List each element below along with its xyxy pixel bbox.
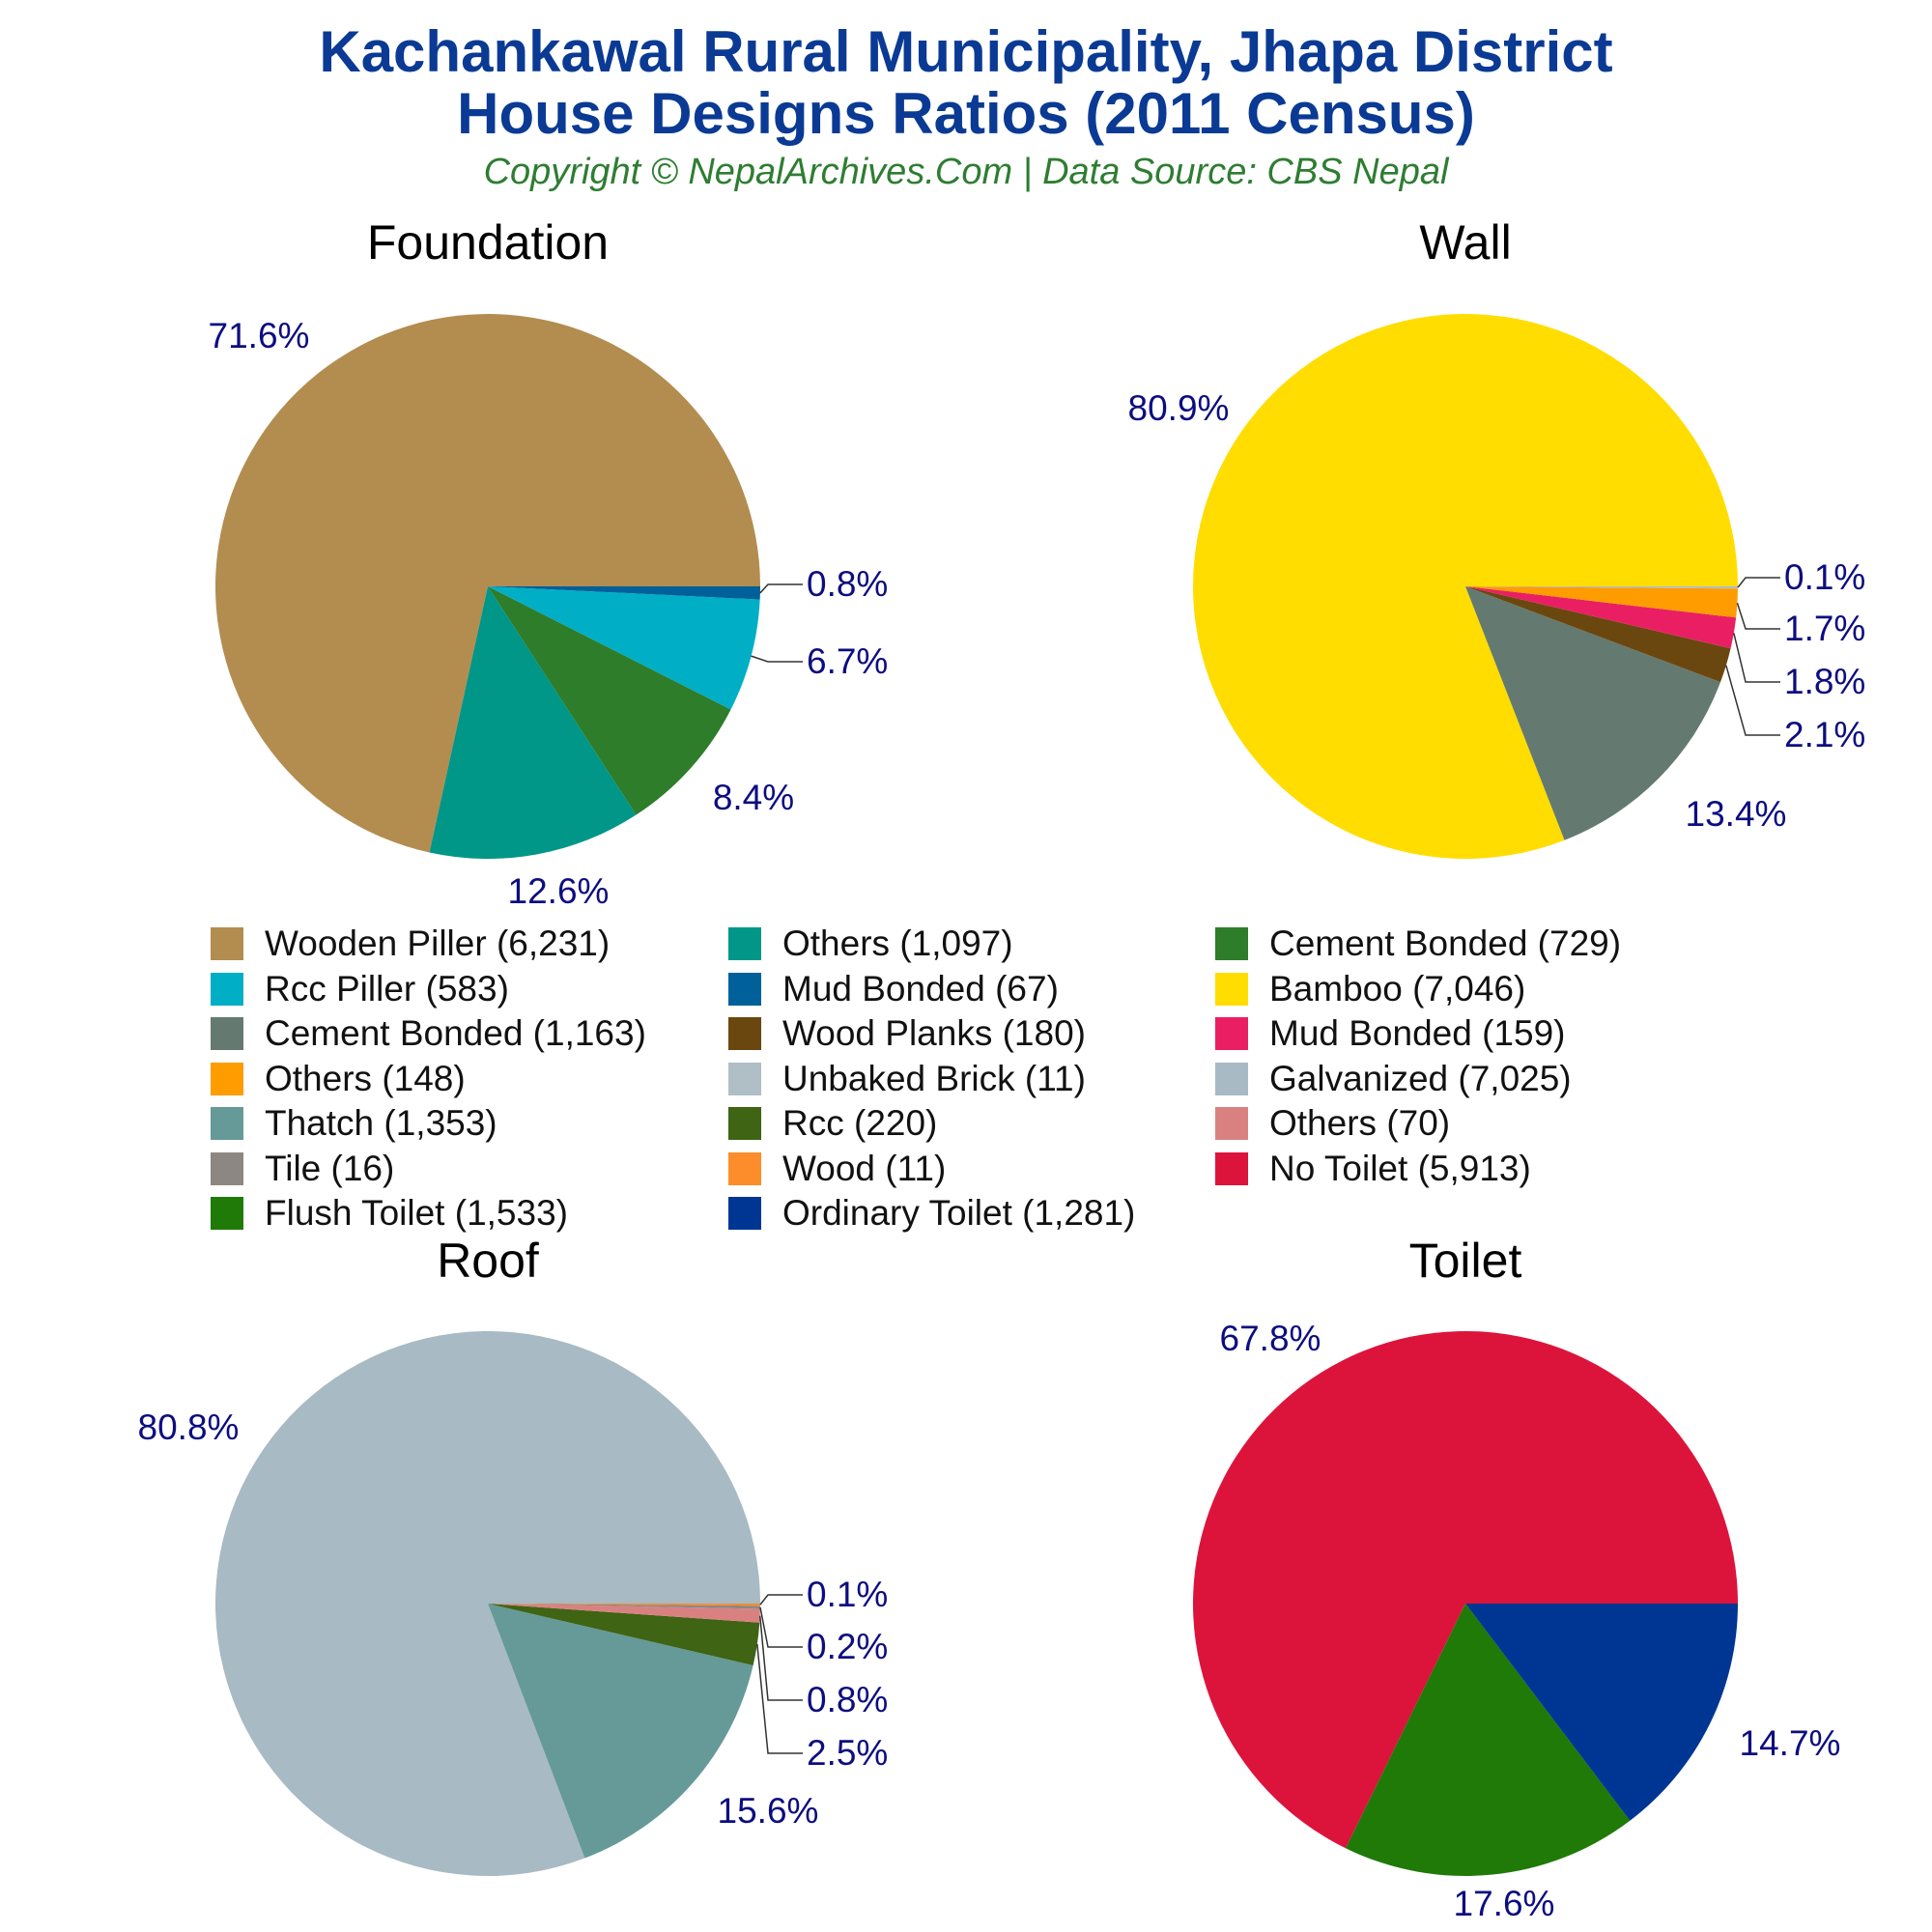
percent-label-wall-unbaked-brick: 0.1% [1784,557,1865,597]
pie-title-foundation: Foundation [367,215,609,270]
percent-label-wall-cement-bonded: 13.4% [1686,794,1787,834]
percent-label-foundation-others: 12.6% [508,871,610,911]
slice-foundation-wooden-piller [214,313,760,853]
slice-foundation-cement-bonded [488,586,731,815]
leader-line-wall-wood-planks [1725,665,1780,736]
slice-roof-tile [488,1604,760,1609]
percent-label-roof-galvanized: 80.8% [138,1407,240,1447]
slice-toilet-no-toilet [1192,1330,1738,1849]
percent-label-foundation-mud-bonded: 0.8% [807,564,888,604]
leader-line-roof-others [758,1615,803,1701]
leader-line-roof-tile [759,1606,803,1648]
slice-foundation-others [429,586,637,859]
percent-label-toilet-no-toilet: 67.8% [1220,1319,1321,1358]
pie-title-toilet: Toilet [1409,1234,1522,1288]
slice-foundation-mud-bonded [488,586,761,600]
percent-label-wall-bamboo: 80.9% [1128,388,1230,428]
slice-roof-rcc [488,1604,760,1666]
percent-label-toilet-ordinary-toilet: 14.7% [1740,1723,1841,1763]
slice-roof-others [488,1604,760,1623]
slice-toilet-flush-toilet [1346,1604,1631,1876]
percent-label-roof-thatch: 15.6% [718,1791,819,1831]
slice-foundation-rcc-piller [488,586,760,710]
percent-label-wall-wood-planks: 2.1% [1784,715,1865,754]
leader-line-roof-wood [759,1594,803,1605]
percent-label-wall-others: 1.7% [1784,609,1865,648]
leader-line-foundation-mud-bonded [759,583,803,594]
percent-label-foundation-cement-bonded: 8.4% [713,778,794,817]
slice-wall-mud-bonded [1465,586,1737,649]
slice-wall-others [1465,586,1738,618]
pie-title-wall: Wall [1419,215,1511,270]
slice-toilet-ordinary-toilet [1465,1604,1738,1821]
slice-wall-unbaked-brick [1465,586,1738,589]
percent-label-toilet-flush-toilet: 17.6% [1454,1884,1555,1923]
leader-line-wall-mud-bonded [1733,633,1780,683]
pie-toilet: Toilet 67.8% 17.6% 14.7% [1192,1234,1841,1923]
leader-line-foundation-rcc-piller [751,655,803,663]
percent-label-wall-mud-bonded: 1.8% [1784,662,1865,701]
percent-label-foundation-rcc-piller: 6.7% [807,641,888,681]
slice-wall-cement-bonded [1465,586,1720,840]
percent-label-foundation-wooden-piller: 71.6% [209,316,310,355]
percent-label-roof-wood: 0.1% [807,1575,888,1614]
pie-wall: Wall 80.9% 13.4% 2.1% 1.8% 1.7% 0.1% [1128,215,1865,860]
percent-label-roof-rcc: 2.5% [807,1733,888,1773]
slice-roof-thatch [488,1604,753,1859]
leader-line-wall-unbaked-brick [1737,577,1780,588]
slice-wall-wood-planks [1465,586,1731,683]
pie-foundation: Foundation 71.6% 12.6% 8.4% 6.7% 0.8% [209,215,889,911]
slice-roof-wood [488,1604,761,1606]
leader-line-roof-rcc [756,1643,803,1754]
pie-roof: Roof 80.8% 15.6% 2.5% 0.8% 0.2% 0.1% [138,1234,888,1876]
percent-label-roof-tile: 0.2% [807,1627,888,1666]
title-line-2: House Designs Ratios (2011 Census) [457,81,1475,146]
leader-line-wall-others [1736,603,1780,630]
chart-title: Kachankawal Rural Municipality, Jhapa Di… [0,21,1932,145]
chart-subtitle: Copyright © NepalArchives.Com | Data Sou… [483,152,1449,192]
percent-label-roof-others: 0.8% [807,1680,888,1719]
pie-title-roof: Roof [437,1234,539,1288]
title-line-1: Kachankawal Rural Municipality, Jhapa Di… [319,19,1613,84]
